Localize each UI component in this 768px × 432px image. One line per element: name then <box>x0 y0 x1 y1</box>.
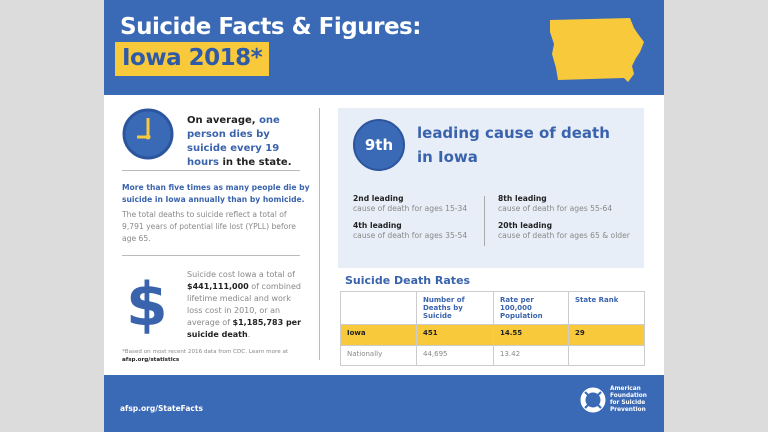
rank-item-title: 2nd leading <box>353 194 404 203</box>
statistics-link[interactable]: afsp.org/statistics <box>122 357 180 363</box>
cell: 14.55 <box>493 324 569 346</box>
table-row-national: Nationally 44,695 13.42 <box>340 345 645 366</box>
page-title: Suicide Facts & Figures: <box>120 14 421 40</box>
text: Suicide cost Iowa a total of <box>187 270 295 279</box>
rank-item-desc: cause of death for ages 65 & older <box>498 231 630 240</box>
cell: 13.42 <box>493 345 569 366</box>
rank-item-title: 20th leading <box>498 221 553 230</box>
homicide-heading: More than five times as many people die … <box>122 183 310 204</box>
divider <box>122 255 300 256</box>
header-cell: Number of Deaths by Suicide <box>416 291 494 325</box>
cell: Nationally <box>340 345 417 366</box>
cell: 44,695 <box>416 345 494 366</box>
rank-item-title: 4th leading <box>353 221 402 230</box>
page-subtitle: Iowa 2018* <box>115 42 270 76</box>
table-row-iowa: Iowa 451 14.55 29 <box>340 324 645 346</box>
rank-item: 8th leading cause of death for ages 55-64 <box>498 194 612 214</box>
state-facts-link[interactable]: afsp.org/StateFacts <box>120 404 203 413</box>
header-cell: Rate per 100,000 Population <box>493 291 569 325</box>
ypll-text: The total deaths to suicide reflect a to… <box>122 210 296 243</box>
text: On average, <box>187 115 260 126</box>
footnote: *Based on most recent 2016 data from CDC… <box>122 348 322 364</box>
dollar-icon: $ <box>126 270 168 340</box>
header-cell <box>340 291 417 325</box>
death-rates-table: Number of Deaths by Suicide Rate per 100… <box>340 291 645 366</box>
rank-item: 4th leading cause of death for ages 35-54 <box>353 221 467 241</box>
highlight: $1,185,783 per suicide death <box>187 318 302 339</box>
rank-item: 2nd leading cause of death for ages 15-34 <box>353 194 467 214</box>
lifebuoy-logo-icon <box>580 387 606 413</box>
header: Suicide Facts & Figures: Iowa 2018* <box>104 0 664 95</box>
footer: afsp.org/StateFacts American Foundation … <box>104 375 664 432</box>
clock-icon <box>122 108 174 160</box>
table-title: Suicide Death Rates <box>345 274 471 287</box>
frequency-text: On average, one person dies by suicide e… <box>187 114 312 170</box>
fact-sheet: Suicide Facts & Figures: Iowa 2018* On a… <box>104 0 664 432</box>
cell: 29 <box>568 324 645 346</box>
text: . <box>247 330 251 339</box>
table-header-row: Number of Deaths by Suicide Rate per 100… <box>340 291 645 325</box>
rank-item-desc: cause of death for ages 35-54 <box>353 231 468 240</box>
cell: Iowa <box>340 324 417 346</box>
rank-badge: 9th <box>353 119 405 171</box>
rank-item: 20th leading cause of death for ages 65 &… <box>498 221 630 241</box>
rank-item-desc: cause of death for ages 15-34 <box>353 204 468 213</box>
afsp-logo-text: American Foundation for Suicide Preventi… <box>610 386 647 413</box>
footnote-text: *Based on most recent 2016 data from CDC… <box>122 349 289 355</box>
cost-text: Suicide cost Iowa a total of $441,111,00… <box>187 269 307 341</box>
iowa-map-icon <box>550 18 644 82</box>
rank-heading: leading cause of death in Iowa <box>417 124 610 166</box>
rank-panel: 9th leading cause of death in Iowa 2nd l… <box>338 108 644 268</box>
text: in the state. <box>219 157 292 168</box>
column-divider <box>319 108 320 360</box>
highlight: $441,111,000 <box>187 282 249 291</box>
rank-item-desc: cause of death for ages 55-64 <box>498 204 613 213</box>
cell <box>568 345 645 366</box>
cell: 451 <box>416 324 494 346</box>
header-cell: State Rank <box>568 291 645 325</box>
divider <box>484 196 485 246</box>
rank-item-title: 8th leading <box>498 194 547 203</box>
divider <box>122 170 300 171</box>
text: of combined lifetime medical and work lo… <box>187 282 302 327</box>
highlight: one person dies by suicide every 19 hour… <box>187 115 280 168</box>
